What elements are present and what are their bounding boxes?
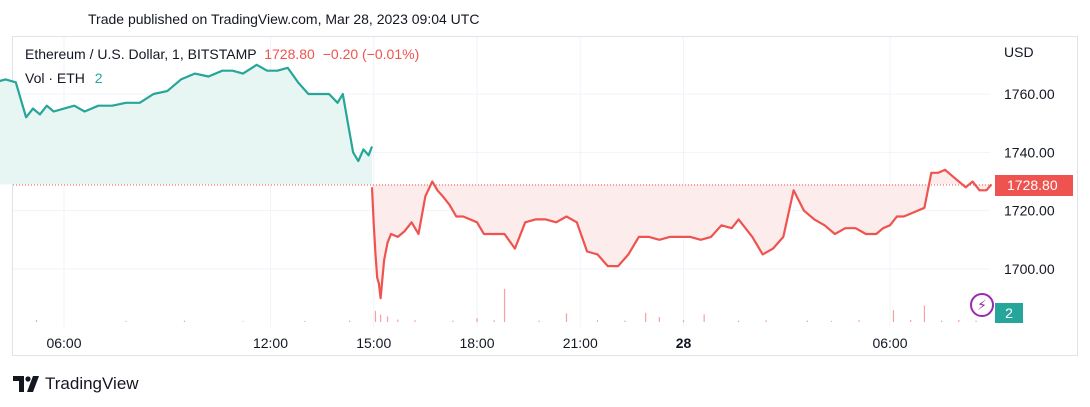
volume-bar <box>682 320 685 322</box>
volume-bar <box>538 320 540 322</box>
brand-name: TradingView <box>45 374 139 393</box>
volume-legend: Vol · ETH 2 <box>25 70 103 86</box>
volume-bar <box>125 320 127 322</box>
chart-panel[interactable] <box>12 36 1078 356</box>
volume-bar <box>658 317 661 322</box>
x-tick-label: 21:00 <box>563 335 598 351</box>
volume-bar <box>624 320 626 322</box>
legend-price: 1728.80 <box>264 46 315 62</box>
volume-bar <box>493 320 495 322</box>
volume-bar <box>806 320 808 322</box>
tradingview-logo-icon <box>13 376 39 392</box>
volume-bar <box>737 320 740 322</box>
volume-bar <box>35 320 38 322</box>
volume-label: Vol · ETH <box>25 70 85 86</box>
price-series-line[interactable] <box>0 63 374 163</box>
x-tick-label: 18:00 <box>459 335 494 351</box>
axis-currency[interactable]: USD <box>1004 44 1034 60</box>
price-series-line[interactable] <box>370 168 993 300</box>
volume-bar <box>858 320 860 322</box>
volume-bar <box>452 320 454 322</box>
x-tick-label: 28 <box>676 335 692 351</box>
volume-bar <box>242 321 244 322</box>
y-tick-label: 1740.00 <box>1004 144 1055 160</box>
x-tick-label: 06:00 <box>46 335 81 351</box>
y-tick-label: 1720.00 <box>1004 203 1055 219</box>
x-tick-label: 12:00 <box>253 335 288 351</box>
volume-bar <box>476 318 478 322</box>
volume-bar <box>923 305 926 322</box>
legend-change: −0.20 (−0.01%) <box>322 46 420 62</box>
volume-bar <box>349 320 351 322</box>
symbol-name: Ethereum / U.S. Dollar, 1, BITSTAMP <box>25 46 257 62</box>
volume-value: 2 <box>94 70 103 86</box>
volume-bar <box>765 320 767 322</box>
baseline-fill-area <box>0 64 372 185</box>
last-price-tag: 1728.80 <box>995 175 1073 196</box>
x-tick-label: 06:00 <box>872 335 907 351</box>
y-tick-label: 1700.00 <box>1004 261 1055 277</box>
volume-bar <box>941 320 943 322</box>
lightning-icon[interactable]: ⚡ <box>970 293 994 317</box>
volume-bar <box>565 313 568 322</box>
symbol-legend: Ethereum / U.S. Dollar, 1, BITSTAMP 1728… <box>25 46 419 62</box>
publish-info: Trade published on TradingView.com, Mar … <box>88 11 480 27</box>
volume-bar <box>503 288 506 322</box>
volume-bar <box>830 320 833 322</box>
volume-bar <box>910 319 912 322</box>
volume-tag: 2 <box>995 303 1023 323</box>
volume-bar <box>386 316 389 322</box>
volume-bar <box>596 320 599 322</box>
baseline-fill-area <box>372 169 992 299</box>
volume-bar <box>975 320 977 322</box>
y-tick-label: 1760.00 <box>1004 86 1055 102</box>
volume-bar <box>892 310 895 322</box>
x-tick-label: 15:00 <box>356 335 391 351</box>
brand-logo[interactable]: TradingView <box>13 374 139 394</box>
volume-bar <box>414 320 416 322</box>
volume-bar <box>645 312 647 322</box>
volume-bar <box>380 314 382 322</box>
volume-bar <box>958 319 960 322</box>
volume-bar <box>374 310 377 322</box>
volume-bar <box>304 320 306 322</box>
volume-bar <box>397 319 399 322</box>
volume-bar <box>703 314 705 322</box>
volume-bar <box>183 320 186 322</box>
